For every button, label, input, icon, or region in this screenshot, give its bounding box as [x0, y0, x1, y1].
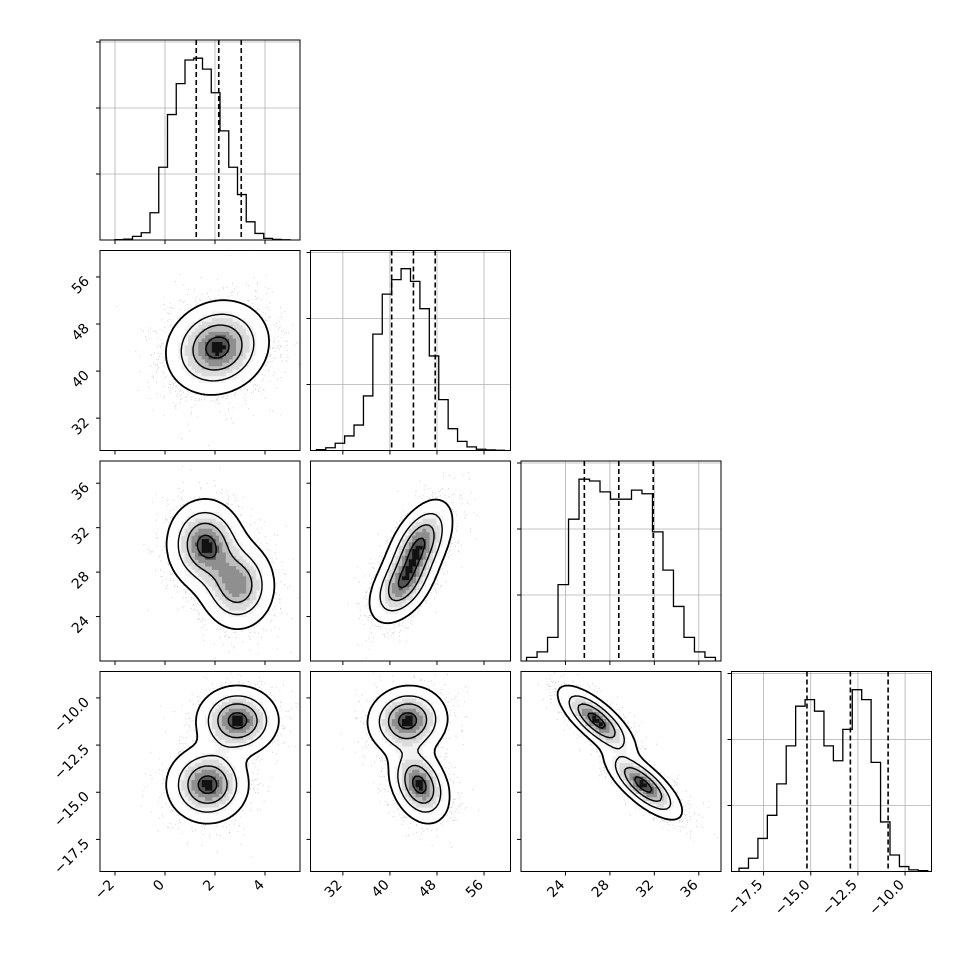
panel-frame	[520, 671, 722, 872]
x-tick-label: 32	[633, 877, 657, 901]
y-tick-label: 32	[69, 415, 93, 439]
y-tick-label: −12.5	[51, 742, 93, 784]
contour-line	[186, 522, 253, 603]
density-shade	[402, 715, 423, 791]
density-layer	[143, 466, 299, 659]
histogram-bars	[738, 689, 929, 872]
x-tick-label: 2	[200, 877, 218, 895]
x-tick-label: 4	[250, 877, 268, 895]
histogram-panel	[731, 671, 932, 872]
density-layer	[347, 471, 477, 659]
x-tick-label: −12.5	[819, 877, 861, 919]
x-tick-label: 36	[678, 877, 702, 901]
x-tick-label: 24	[544, 877, 568, 901]
x-tick-label: −17.5	[725, 877, 767, 919]
x-tick-label: 0	[150, 877, 168, 895]
grid	[100, 40, 300, 240]
density-shade	[398, 712, 427, 794]
density-shade	[201, 715, 243, 791]
y-tick-label: 40	[69, 368, 93, 392]
y-tick-label: 28	[69, 569, 93, 593]
histogram-panel	[521, 461, 721, 661]
density-shade	[201, 539, 213, 553]
contour-line	[587, 712, 653, 793]
panel-frame	[310, 460, 511, 662]
histogram-bars	[525, 478, 717, 661]
contour-line	[568, 695, 672, 810]
panel-frame	[99, 460, 301, 662]
contour-line	[366, 684, 451, 825]
panel-frame	[731, 671, 932, 872]
density-layer	[116, 250, 300, 446]
grid	[731, 671, 932, 872]
contour-line	[165, 299, 270, 396]
contour-line	[177, 511, 263, 616]
density-layer	[140, 673, 299, 858]
histogram-panel	[310, 250, 511, 451]
contour-line	[205, 336, 230, 359]
y-tick-label: 24	[69, 613, 93, 637]
contour-line	[387, 524, 435, 602]
contour-line	[165, 684, 280, 825]
density-shade	[402, 545, 423, 581]
density-shade	[211, 342, 226, 356]
x-tick-label: 48	[416, 877, 440, 901]
x-tick-label: −10.0	[866, 877, 908, 919]
y-tick-label: −17.5	[51, 836, 93, 878]
panel-frame	[99, 39, 301, 241]
x-tick-label: 56	[463, 877, 487, 901]
contour-line	[187, 703, 258, 804]
contour-line	[387, 703, 435, 804]
panel-frame	[310, 671, 511, 872]
contour-line	[192, 324, 243, 371]
contour-line	[180, 313, 255, 382]
contour-line	[196, 534, 217, 559]
panel-frame	[99, 671, 301, 872]
y-tick-label: 36	[69, 480, 93, 504]
x-tick-label: −15.0	[772, 877, 814, 919]
contour-line	[556, 684, 684, 821]
contour-line	[397, 537, 426, 589]
contour-line	[368, 498, 454, 625]
y-tick-label: 32	[69, 524, 93, 548]
panel-frame	[310, 250, 511, 451]
y-tick-label: −15.0	[51, 789, 93, 831]
density-shade	[582, 708, 657, 798]
contour-line	[577, 703, 663, 802]
contour-line	[378, 695, 442, 813]
contour-line	[165, 498, 276, 630]
y-tick-label: 56	[69, 273, 93, 297]
histogram-bars	[315, 268, 506, 451]
panel-frame	[520, 460, 722, 662]
panel-frame	[99, 250, 301, 451]
y-tick-label: 48	[69, 321, 93, 345]
x-tick-label: 32	[322, 877, 346, 901]
x-tick-label: 28	[589, 877, 613, 901]
density-layer	[538, 671, 719, 842]
contour-line	[379, 513, 443, 612]
contour-line	[197, 712, 248, 795]
x-tick-label: 40	[369, 877, 393, 901]
histogram-panel	[100, 40, 300, 240]
x-tick-label: −2	[92, 877, 118, 903]
grid	[310, 250, 511, 451]
y-tick-label: −10.0	[51, 694, 93, 736]
density-layer	[340, 671, 479, 848]
contour-line	[177, 695, 268, 813]
histogram-bars	[114, 57, 291, 241]
density-shade	[592, 715, 647, 788]
contour-line	[397, 712, 427, 794]
